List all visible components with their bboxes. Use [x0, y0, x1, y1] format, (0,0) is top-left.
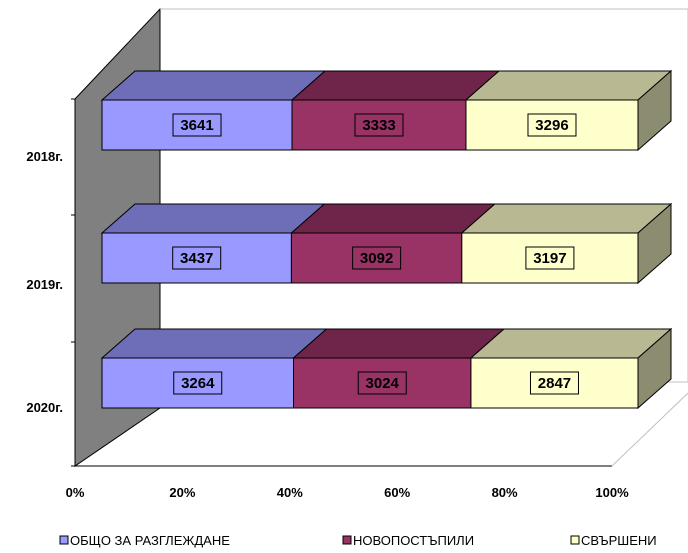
bar-top-0-0	[100, 70, 327, 101]
x-tick-labels: 0% 20% 40% 60% 80% 100%	[66, 485, 629, 500]
x-tick-label-4: 80%	[492, 485, 518, 500]
data-label-box-1-2	[525, 246, 575, 270]
bar-side-1	[637, 202, 672, 285]
data-label-0-1: 3333	[362, 117, 395, 134]
data-label-box-2-1	[357, 371, 407, 395]
data-label-2-2: 2847	[538, 375, 571, 392]
legend-label-0: ОБЩО ЗА РАЗГЛЕЖДАНЕ	[70, 533, 230, 548]
legend-label-2: СВЪРШЕНИ	[581, 533, 657, 548]
category-label-2018г: 2018г.	[26, 149, 63, 164]
bar-top-0-2	[464, 70, 673, 101]
data-label-1-1: 3092	[360, 250, 393, 267]
data-label-box-0-0	[172, 113, 222, 137]
bar-top-1-2	[460, 203, 673, 234]
data-label-0-2: 3296	[535, 117, 568, 134]
category-label-2020г: 2020г.	[26, 400, 63, 415]
bar-top-0-1	[290, 70, 501, 101]
data-label-2-1: 3024	[366, 375, 400, 392]
bar-group-0: 3641 3333 3296	[100, 69, 673, 152]
axis-ticks	[71, 98, 75, 467]
legend-swatch-0	[59, 535, 69, 545]
legend-swatch-2	[570, 535, 580, 545]
bars: 3264 3024 2847 3437 3092 3197 3641 3333 3296	[100, 69, 673, 410]
x-tick-label-0: 0%	[66, 485, 85, 500]
x-tick-label-3: 60%	[384, 485, 410, 500]
bar-group-1: 3437 3092 3197	[100, 202, 673, 285]
data-label-2-0: 3264	[181, 375, 215, 392]
bar-side-0	[637, 69, 672, 152]
category-labels: 2018г. 2019г. 2020г.	[26, 149, 63, 415]
data-label-box-2-2	[529, 371, 579, 395]
floor-right-edge	[611, 392, 688, 467]
bar-top-2-2	[469, 328, 673, 359]
data-label-box-0-2	[527, 113, 577, 137]
bar-top-1-1	[290, 203, 497, 234]
x-tick-label-1: 20%	[169, 485, 195, 500]
data-label-box-1-1	[352, 246, 402, 270]
bar-side-2	[637, 327, 672, 410]
x-tick-label-2: 40%	[277, 485, 303, 500]
bar-group-2: 3264 3024 2847	[100, 327, 673, 410]
data-label-box-1-0	[172, 246, 222, 270]
data-label-0-0: 3641	[180, 117, 213, 134]
category-label-2019г: 2019г.	[26, 277, 63, 292]
data-label-1-0: 3437	[180, 250, 213, 267]
bar-top-1-0	[100, 203, 326, 234]
legend-label-1: НОВОПОСТЪПИЛИ	[353, 533, 474, 548]
x-tick-label-5: 100%	[595, 485, 629, 500]
bar-top-2-1	[292, 328, 506, 359]
data-label-1-2: 3197	[533, 250, 566, 267]
data-label-box-0-1	[354, 113, 404, 137]
legend: ОБЩО ЗА РАЗГЛЕЖДАНЕ НОВОПОСТЪПИЛИ СВЪРШЕНИ	[59, 533, 657, 548]
data-label-box-2-0	[173, 371, 223, 395]
legend-swatch-1	[342, 535, 352, 545]
bar-top-2-0	[100, 328, 328, 359]
